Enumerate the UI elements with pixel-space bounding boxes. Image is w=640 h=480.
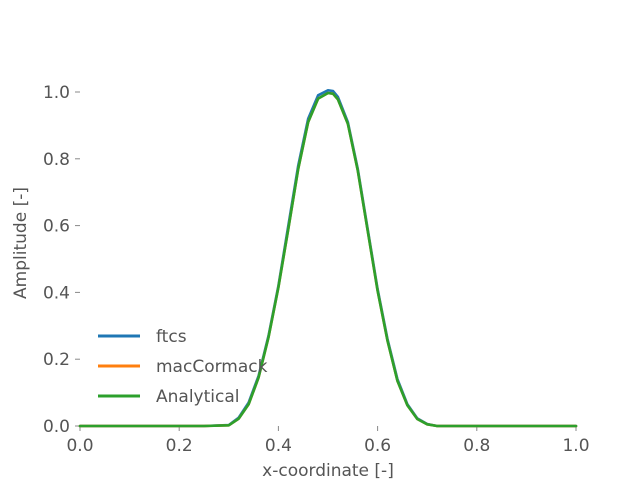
legend: ftcs macCormack Analytical: [98, 327, 268, 407]
y-axis-label: Amplitude [-]: [11, 187, 31, 299]
y-tick-label: 1.0: [43, 83, 70, 103]
axes: 0.0 0.2 0.4 0.6 0.8 1.0 0.0 0.2 0.4 0.6 0.8 1.0: [43, 83, 590, 456]
y-tick-label: 0.6: [43, 217, 70, 237]
legend-entry-label: macCormack: [156, 357, 268, 377]
y-tick-label: 0.4: [43, 283, 70, 303]
x-axis-label: x-coordinate [-]: [262, 461, 394, 480]
x-tick-label: 1.0: [562, 436, 589, 456]
series-line-ftcs: [78, 89, 578, 428]
x-tick-label: 0.4: [265, 436, 292, 456]
y-tick-label: 0.0: [43, 417, 70, 437]
legend-entry-label: ftcs: [156, 327, 187, 347]
series-line-analytical: [78, 91, 578, 428]
x-tick-label: 0.0: [66, 436, 93, 456]
x-tick-label: 0.8: [463, 436, 490, 456]
legend-entry-label: Analytical: [156, 387, 239, 407]
series-lines: [78, 89, 578, 428]
y-tick-label: 0.2: [43, 350, 70, 370]
y-tick-label: 0.8: [43, 150, 70, 170]
series-line-maccormack: [78, 91, 578, 428]
x-tick-label: 0.6: [364, 436, 391, 456]
x-tick-label: 0.2: [166, 436, 193, 456]
